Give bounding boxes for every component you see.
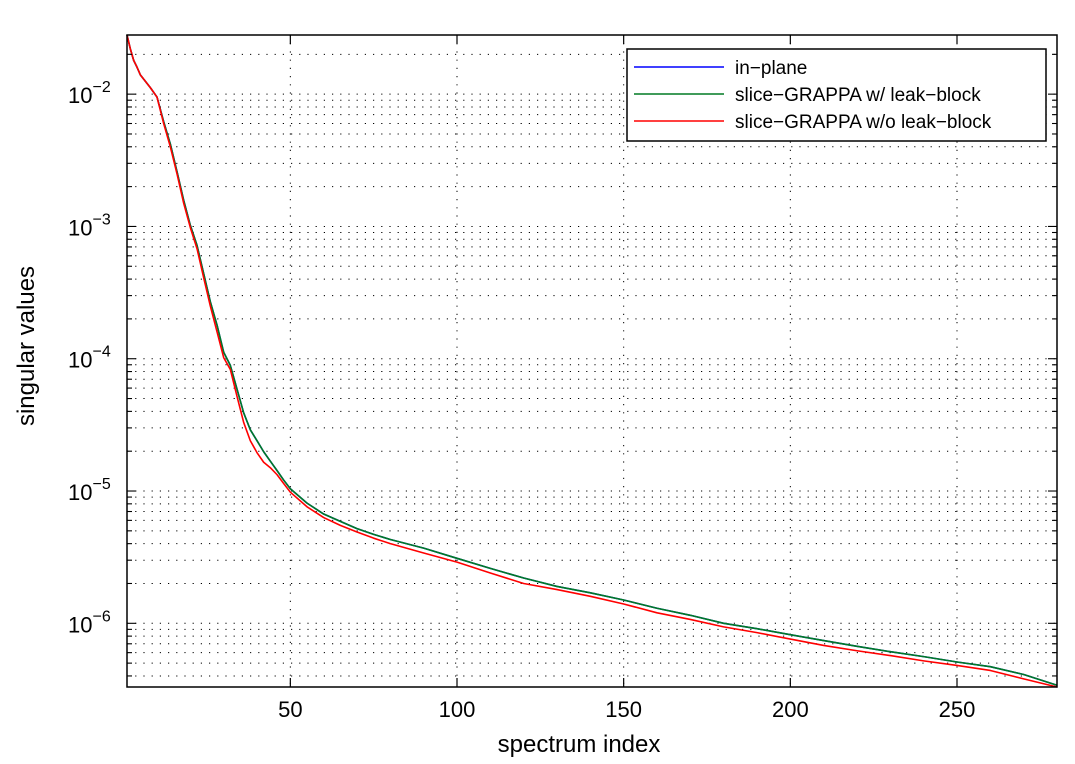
y-tick-label-exponent: −2	[92, 79, 110, 96]
y-tick-label-base: 10	[68, 83, 92, 108]
plot-frame	[126, 34, 1058, 688]
series-line	[126, 34, 1058, 688]
x-axis-label: spectrum index	[498, 731, 661, 758]
x-tick-labels: 50 100 150 200 250	[278, 697, 975, 722]
ticks	[127, 35, 1057, 687]
y-tick-label-base: 10	[68, 215, 92, 240]
x-tick-label: 250	[939, 697, 976, 722]
y-axis-label: singular values	[13, 266, 40, 426]
legend-label: slice−GRAPPA w/ leak−block	[735, 85, 981, 106]
legend-label: in−plane	[735, 58, 807, 79]
y-tick-label-exponent: −6	[92, 608, 110, 625]
y-tick-label-base: 10	[68, 348, 92, 373]
legend-box	[626, 48, 1047, 142]
y-tick-label-base: 10	[68, 612, 92, 637]
y-tick-label-exponent: −5	[92, 476, 110, 493]
legend-label: slice−GRAPPA w/o leak−block	[735, 112, 992, 133]
series-layer	[126, 34, 1058, 688]
y-tick-label: 10−4	[68, 344, 111, 373]
x-tick-label: 150	[605, 697, 642, 722]
y-tick-label-base: 10	[68, 480, 92, 505]
y-tick-label-exponent: −4	[92, 344, 110, 361]
y-tick-label: 10−5	[68, 476, 111, 505]
x-tick-label: 50	[278, 697, 302, 722]
y-tick-label-exponent: −3	[92, 211, 110, 228]
x-tick-label: 100	[439, 697, 476, 722]
plot-area	[127, 35, 1057, 687]
y-tick-labels: 10−210−310−410−510−6	[68, 79, 111, 637]
y-tick-label: 10−6	[68, 608, 111, 637]
y-tick-label: 10−3	[68, 211, 111, 240]
y-tick-label: 10−2	[68, 79, 111, 108]
legend: in−plane slice−GRAPPA w/ leak−block slice−…	[626, 48, 1047, 142]
x-tick-label: 200	[772, 697, 809, 722]
